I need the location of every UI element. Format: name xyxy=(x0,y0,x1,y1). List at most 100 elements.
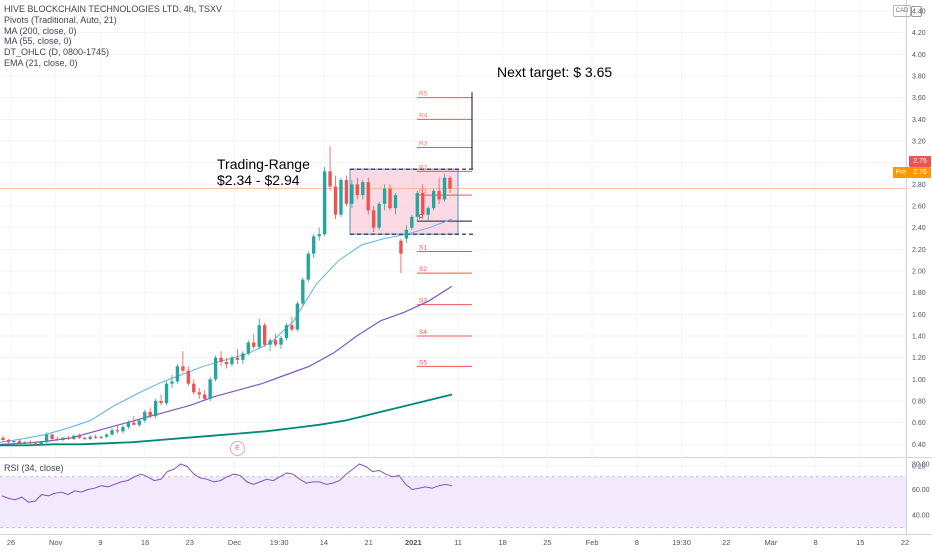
candle xyxy=(208,377,212,401)
candle-body xyxy=(213,357,218,380)
x-tick-label: 22 xyxy=(722,538,730,547)
candle-body xyxy=(350,184,354,204)
rsi-legend[interactable]: RSI (34, close) xyxy=(4,463,64,473)
candle-body xyxy=(333,186,338,215)
x-tick-label: 14 xyxy=(320,538,328,547)
y-tick-label: 4.00 xyxy=(912,52,926,59)
legend-symbol[interactable]: HIVE BLOCKCHAIN TECHNOLOGIES LTD, 4h, TS… xyxy=(4,4,223,14)
trading-range-values: $2.34 - $2.94 xyxy=(217,172,300,188)
pivot-levels: R5 R4 R3 R2 R1 P S1 S2 S3 S4 S5 xyxy=(417,91,472,367)
candle-body xyxy=(23,442,27,444)
candle xyxy=(333,175,338,219)
currency-label[interactable]: CAD xyxy=(893,5,911,17)
candle-body xyxy=(197,392,201,395)
candle-body xyxy=(159,401,163,404)
candle xyxy=(121,424,125,434)
legend-ema21[interactable]: EMA (21, close, 0) xyxy=(4,57,78,68)
candle-body xyxy=(115,430,120,432)
candle xyxy=(442,173,447,202)
legend-ma55[interactable]: MA (55, close, 0) xyxy=(4,36,72,47)
candle-body xyxy=(224,362,229,365)
trading-range-title: Trading-Range xyxy=(217,156,310,172)
candle xyxy=(1,435,5,443)
candle-body xyxy=(6,440,11,443)
y-tick-label: 3.60 xyxy=(912,95,926,102)
grid-lines xyxy=(0,0,932,535)
candle xyxy=(393,193,398,215)
candle-body xyxy=(132,422,136,425)
candle xyxy=(50,433,54,440)
candle xyxy=(181,351,185,373)
candle-body xyxy=(268,340,272,345)
x-tick-label: Mar xyxy=(764,538,777,547)
candle xyxy=(93,434,98,439)
candle-body xyxy=(377,203,381,228)
candle-body xyxy=(388,188,392,209)
pivot-label: R2 xyxy=(419,164,428,171)
candle xyxy=(126,420,131,430)
candle-body xyxy=(262,325,267,345)
pivot-label: R4 xyxy=(419,112,428,119)
candle xyxy=(382,184,387,211)
candle-body xyxy=(72,435,76,439)
y-tick-label: 0.60 xyxy=(912,420,926,427)
y-tick-label: 3.80 xyxy=(912,74,926,81)
x-tick-label: 19:30 xyxy=(672,538,691,547)
candle xyxy=(137,418,141,427)
candle xyxy=(262,323,267,347)
candle-body xyxy=(170,381,174,384)
candle xyxy=(6,438,11,444)
y-tick-label: 3.20 xyxy=(912,139,926,146)
candle xyxy=(132,416,136,425)
currency-lock-icon[interactable] xyxy=(911,6,922,17)
y-tick-label: 2.80 xyxy=(912,182,926,189)
legend-dt-ohlc[interactable]: DT_OHLC (D, 0800-1745) xyxy=(4,47,110,58)
y-tick-label: 1.40 xyxy=(912,334,926,341)
candle xyxy=(159,394,163,406)
x-tick-label: 8 xyxy=(814,538,818,547)
y-tick-label: 1.00 xyxy=(912,377,926,384)
candle-body xyxy=(99,436,103,438)
candle xyxy=(72,434,76,440)
pivot-label: R3 xyxy=(419,141,428,148)
rsi-pane xyxy=(0,463,906,529)
candle-body xyxy=(366,182,370,211)
rsi-y-tick-label: 60.00 xyxy=(912,487,930,494)
candle xyxy=(34,442,38,446)
candle xyxy=(246,340,250,356)
rsi-y-tick-label: 40.00 xyxy=(912,513,930,520)
pivot-label: S3 xyxy=(419,298,427,305)
candle xyxy=(235,349,240,365)
candle-body xyxy=(110,430,114,435)
earnings-marker[interactable]: E xyxy=(230,441,245,456)
y-tick-label: 0.20 xyxy=(912,464,926,471)
moving-averages xyxy=(0,218,453,447)
candle xyxy=(192,379,196,395)
candle xyxy=(77,433,82,439)
ma200-line xyxy=(0,393,453,447)
candle-body xyxy=(148,411,152,417)
candle-body xyxy=(93,436,98,438)
candle-body xyxy=(186,370,191,384)
candle xyxy=(83,436,87,440)
candle-body xyxy=(295,303,300,330)
legend-ma200[interactable]: MA (200, close, 0) xyxy=(4,25,77,36)
pivot-label: S5 xyxy=(419,359,427,366)
candle xyxy=(268,338,272,352)
x-tick-label: 15 xyxy=(856,538,864,547)
x-tick-label: Dec xyxy=(228,538,242,547)
candle xyxy=(322,167,327,237)
candle-body xyxy=(181,366,185,371)
candle-body xyxy=(361,182,365,196)
candle xyxy=(88,435,92,440)
candle xyxy=(219,351,223,367)
trading-range-rect xyxy=(349,168,459,235)
y-tick-label: 4.40 xyxy=(912,9,926,16)
y-tick-label: 1.80 xyxy=(912,290,926,297)
candle xyxy=(437,177,441,204)
legend-pivots[interactable]: Pivots (Traditional, Auto, 21) xyxy=(4,14,117,25)
candle-body xyxy=(273,340,278,345)
candle xyxy=(284,323,289,341)
candle xyxy=(230,355,234,367)
